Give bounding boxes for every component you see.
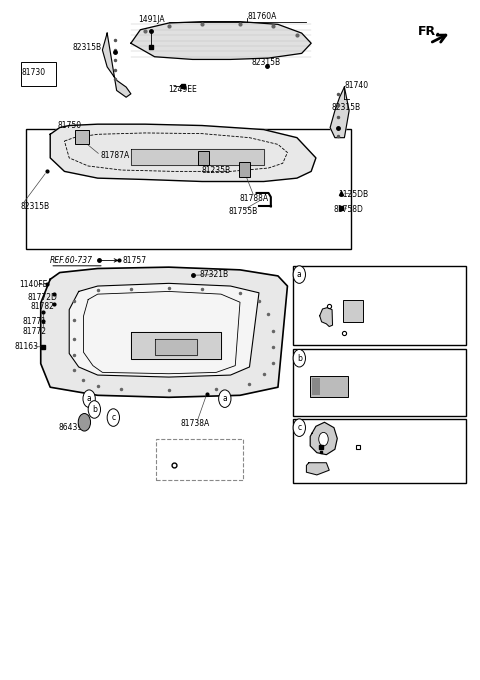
Circle shape [78,413,91,431]
Text: a: a [87,394,92,403]
Text: 81260B: 81260B [310,357,339,366]
Text: c: c [111,413,115,422]
Text: 81757: 81757 [122,256,146,265]
Text: FR.: FR. [418,25,441,38]
Circle shape [88,401,100,418]
Bar [239,162,251,177]
Text: a: a [222,394,227,403]
Bar [156,439,243,479]
Text: 82315B: 82315B [21,202,50,211]
Polygon shape [310,422,337,455]
Bar [293,350,466,415]
Polygon shape [69,284,259,377]
Text: 82191: 82191 [173,462,196,471]
Circle shape [319,432,328,446]
Polygon shape [41,267,288,397]
Text: 1125DB: 1125DB [339,190,369,199]
Bar [198,151,209,165]
Text: 81760A: 81760A [247,12,276,22]
Text: 81738C: 81738C [299,316,328,324]
Bar [293,266,466,345]
Text: 82315B: 82315B [252,58,281,67]
Polygon shape [131,149,264,165]
Circle shape [293,266,305,284]
Text: 81772: 81772 [23,326,47,336]
Text: 81739: 81739 [361,303,385,312]
Text: 81772D: 81772D [27,293,57,302]
Text: 81788A: 81788A [239,194,268,203]
Circle shape [219,390,231,407]
Text: 81755B: 81755B [228,207,258,216]
Text: 87321B: 87321B [200,270,229,279]
Polygon shape [50,124,316,182]
Circle shape [83,390,96,407]
Text: b: b [92,405,97,414]
Text: a: a [297,270,302,279]
Text: 81738A: 81738A [180,419,210,428]
Polygon shape [330,87,349,137]
Text: 81230A: 81230A [299,424,328,434]
Polygon shape [155,339,197,355]
Text: 81730: 81730 [22,68,46,77]
Bar [343,300,363,322]
Text: 1125DB: 1125DB [304,294,334,303]
Text: 81750: 81750 [57,121,82,130]
Text: 81771: 81771 [23,318,47,326]
Text: 86439B: 86439B [59,423,88,432]
Text: 1140FE: 1140FE [19,280,48,289]
Bar [293,419,466,483]
Text: REF.60-737: REF.60-737 [50,256,93,265]
Polygon shape [320,307,333,326]
Text: 81782: 81782 [30,303,54,311]
Text: 81163: 81163 [14,342,38,352]
Text: (-120712): (-120712) [160,445,198,454]
Polygon shape [102,33,131,97]
Text: 81235B: 81235B [201,165,230,175]
Text: 1491JA: 1491JA [138,15,165,24]
Circle shape [293,350,305,367]
Text: 81787A: 81787A [101,151,130,160]
Bar [312,378,320,395]
Text: 82315B: 82315B [73,44,102,52]
Text: 81210A: 81210A [299,457,328,466]
Text: 81740: 81740 [344,80,369,90]
Polygon shape [131,22,311,59]
Text: 1125DA: 1125DA [362,441,393,450]
Circle shape [107,409,120,426]
Bar [21,62,56,86]
Bar [25,129,350,249]
Polygon shape [306,463,329,475]
Text: 1125DB: 1125DB [317,328,348,338]
Text: c: c [297,423,301,432]
Bar [310,376,348,397]
Text: 82315B: 82315B [331,103,360,112]
Circle shape [293,419,305,437]
Bar [75,130,89,144]
Text: b: b [297,354,302,362]
Text: 81456C: 81456C [300,441,329,450]
Text: 81758D: 81758D [334,205,364,214]
Text: 1249EE: 1249EE [168,85,197,95]
Polygon shape [131,332,221,359]
